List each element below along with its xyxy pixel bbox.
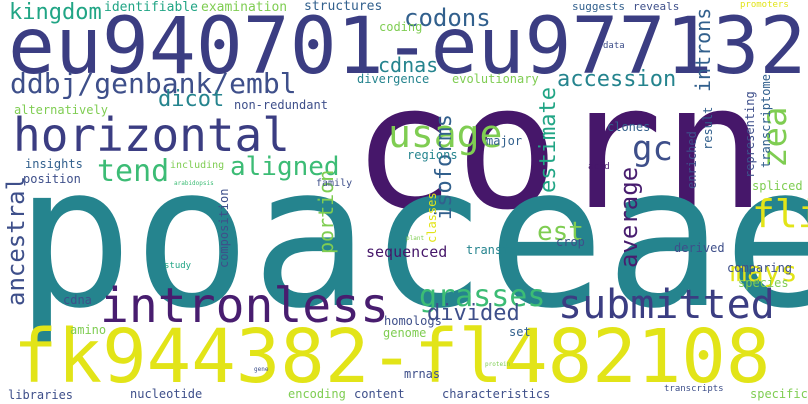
word-examination: examination xyxy=(201,0,288,15)
word-gc: usage xyxy=(388,112,503,156)
word-characteristics: characteristics xyxy=(442,387,551,401)
word-classes: classes xyxy=(425,192,439,243)
word-arabidopsis: arabidopsis xyxy=(174,180,214,187)
word-zea: gc xyxy=(632,129,673,169)
word-clones: clones xyxy=(607,120,651,134)
word-including: including xyxy=(170,160,225,171)
word-fli: fli xyxy=(752,192,808,236)
word-dicot: dicot xyxy=(158,87,225,112)
word-ddbj: ddbj/genbank/embl xyxy=(10,67,297,100)
word-corn: corn xyxy=(352,47,767,248)
word-tend: tend xyxy=(97,154,170,189)
word-aligned: aligned xyxy=(230,152,340,182)
word-comparing: comparing xyxy=(727,261,793,275)
word-transfer: transfer xyxy=(466,243,524,257)
word-libraries: libraries xyxy=(8,388,74,402)
word-nucleotide: nucleotide xyxy=(130,387,203,401)
word-average: average xyxy=(615,166,643,268)
word-mrnas: mrnas xyxy=(404,367,441,381)
word-non-redundant: non-redundant xyxy=(234,98,328,112)
word-divided: divided xyxy=(427,301,520,326)
word-estimate: estimate xyxy=(536,87,561,193)
word-introns: introns xyxy=(691,7,715,92)
word-amino: amino xyxy=(70,323,107,337)
word-major: major xyxy=(486,134,523,148)
word-sequenced: sequenced xyxy=(366,243,448,261)
word-specific: specific xyxy=(750,387,808,401)
word-cdna: cdna xyxy=(63,293,92,307)
word-est: est xyxy=(537,217,584,247)
word-family: family xyxy=(316,178,353,189)
word-gene: gene xyxy=(254,366,269,373)
word-promoters: promoters xyxy=(740,0,789,10)
word-mays: mays xyxy=(730,255,798,288)
word-kingdom: kingdom xyxy=(9,0,102,25)
word-intronless: intronless xyxy=(100,278,389,334)
word-cdnas: cdnas xyxy=(378,53,439,77)
word-species: species xyxy=(738,276,789,290)
word-regions: regions xyxy=(407,148,458,162)
word-accession: accession xyxy=(557,67,677,92)
word-transcripts: transcripts xyxy=(664,384,724,394)
word-position: position xyxy=(23,172,81,186)
word-horizontal: horizontal xyxy=(13,108,290,162)
word-divergence: divergence xyxy=(357,72,430,86)
word-poaceae: poaceae xyxy=(15,124,808,352)
word-suggests: suggests xyxy=(572,0,625,13)
word-set: set xyxy=(509,325,531,339)
word-enriched: enriched xyxy=(685,131,699,189)
word-evolutionary: evolutionary xyxy=(452,72,539,86)
word-alternatively: alternatively xyxy=(14,103,108,117)
word-study: study xyxy=(164,261,192,271)
word-data: data xyxy=(603,41,625,51)
word-spliced: spliced xyxy=(752,179,803,193)
word-fk944382-fl482108: fk944382-fl482108 xyxy=(13,314,771,400)
word-derived: derived xyxy=(674,241,725,255)
word-plant: plant xyxy=(406,235,425,242)
word-reveals: reveals xyxy=(633,0,680,13)
word-codons: codons xyxy=(404,4,491,32)
word-composition: composition xyxy=(217,188,231,268)
word-content: content xyxy=(354,387,405,401)
word-result: result xyxy=(701,106,715,150)
word-ancestral: ancestral xyxy=(2,175,30,306)
word-grasses: grasses xyxy=(419,279,546,314)
word-structures: structures xyxy=(304,0,383,14)
word-eu940701-eu977132: eu940701-eu977132 xyxy=(8,2,807,92)
word-genome: genome xyxy=(383,326,427,340)
word-identifiable: identifiable xyxy=(104,0,198,15)
word-coding: coding xyxy=(379,20,423,34)
word-acid: acid xyxy=(588,162,610,172)
word-representing: representing xyxy=(743,91,757,178)
word-encoding: encoding xyxy=(288,387,346,401)
word-insights: insights xyxy=(25,157,83,171)
word-transcriptome: transcriptome xyxy=(759,74,773,168)
word-homologs: homologs xyxy=(384,314,442,328)
word-crop: crop xyxy=(556,235,585,249)
word-protein: protein xyxy=(485,361,511,368)
word-submitted: submitted xyxy=(558,282,775,328)
